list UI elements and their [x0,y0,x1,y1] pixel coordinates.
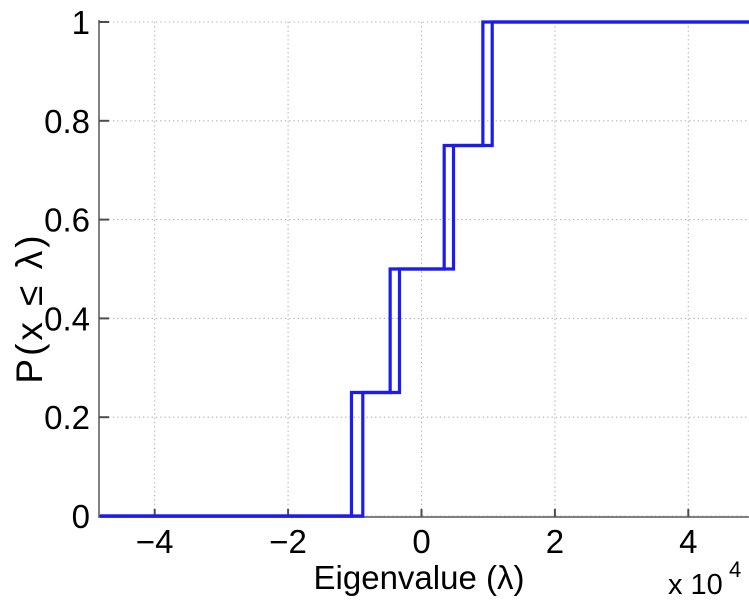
x-axis-label: Eigenvalue (λ) [314,559,525,596]
y-tick-label: 0.6 [44,202,90,239]
y-tick-label: 1 [72,4,90,41]
x-tick-label: −4 [136,523,174,560]
y-tick-label: 0.8 [44,103,90,140]
x-axis-offset-exponent: 4 [729,557,741,582]
y-tick-label: 0 [72,498,90,535]
x-tick-label: 0 [412,523,430,560]
y-tick-label: 0.2 [44,399,90,436]
x-axis-offset-label: x 10 [668,569,723,600]
x-tick-label: 4 [679,523,697,560]
x-tick-label: 2 [546,523,564,560]
x-tick-label: −2 [269,523,307,560]
y-axis-label: P(x ≤ λ) [9,232,50,383]
y-tick-label: 0.4 [44,300,90,337]
series-layer [100,20,749,518]
ecdf-series-2 [100,20,749,518]
tick-label-layer: −4 −2 0 2 4 0 0.2 0.4 0.6 0.8 1 [44,4,697,560]
